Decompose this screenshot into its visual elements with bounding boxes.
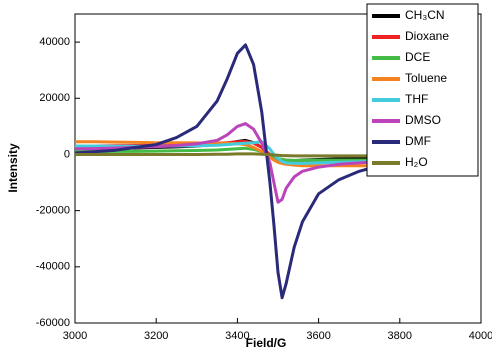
y-tick-label: -20000 bbox=[36, 205, 70, 217]
legend-label: DMF bbox=[405, 134, 431, 148]
y-tick-label: 20000 bbox=[39, 92, 70, 104]
y-tick-label: -60000 bbox=[36, 317, 70, 329]
x-axis-label: Field/G bbox=[246, 336, 287, 348]
legend-label: CH₃CN bbox=[405, 8, 445, 22]
y-tick-label: 0 bbox=[64, 148, 70, 160]
plot-frame bbox=[74, 13, 482, 324]
x-tick-label: 3600 bbox=[306, 330, 330, 342]
y-tick-label: 40000 bbox=[39, 36, 70, 48]
legend-box bbox=[366, 3, 479, 177]
x-tick-label: 3400 bbox=[225, 330, 249, 342]
x-tick-label: 4000 bbox=[469, 330, 492, 342]
legend-label: Toluene bbox=[405, 71, 447, 85]
legend-label: DCE bbox=[405, 50, 430, 64]
legend-label: DMSO bbox=[405, 113, 441, 127]
legend-label: H₂O bbox=[405, 155, 428, 169]
x-tick-label: 3200 bbox=[144, 330, 168, 342]
x-tick-label: 3000 bbox=[63, 330, 87, 342]
x-tick-label: 3800 bbox=[388, 330, 412, 342]
legend-label: THF bbox=[405, 92, 428, 106]
legend-label: Dioxane bbox=[405, 29, 449, 43]
y-tick-label: -40000 bbox=[36, 261, 70, 273]
y-axis-label: Intensity bbox=[6, 143, 20, 193]
